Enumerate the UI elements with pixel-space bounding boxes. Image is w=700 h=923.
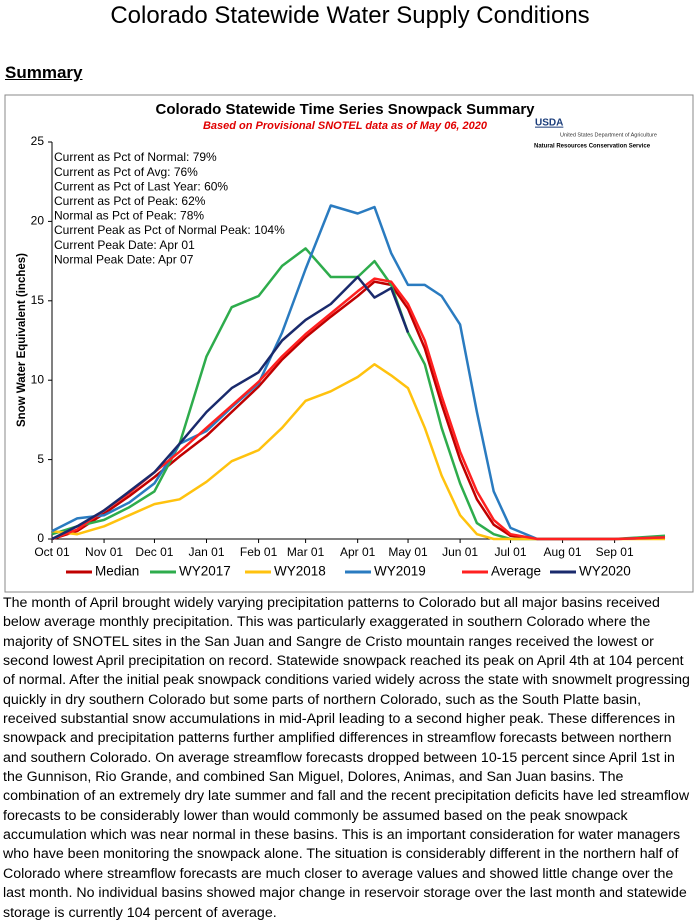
annotation: Current Peak as Pct of Normal Peak: 104% [54,223,285,237]
y-tick-label: 5 [37,452,44,466]
x-tick-label: Feb 01 [240,545,278,559]
annotation: Normal Peak Date: Apr 07 [54,252,194,266]
legend-label: Average [491,564,541,579]
y-axis-label: Snow Water Equivalent (inches) [16,253,28,427]
legend-label: WY2020 [579,564,631,579]
summary-paragraph: The month of April brought widely varyin… [3,595,690,921]
chart: Colorado Statewide Time Series Snowpack … [4,94,694,593]
section-heading: Summary [5,63,83,82]
annotation: Current as Pct of Peak: 62% [54,194,206,208]
page-title: Colorado Statewide Water Supply Conditio… [110,2,590,29]
x-tick-label: Sep 01 [596,545,634,559]
x-tick-label: Jun 01 [442,545,478,559]
chart-title: Colorado Statewide Time Series Snowpack … [155,101,535,118]
y-tick-label: 20 [31,214,45,228]
legend-label: WY2017 [179,564,231,579]
annotation: Current as Pct of Last Year: 60% [54,179,228,193]
annotation: Current as Pct of Avg: 76% [54,165,198,179]
y-tick-label: 15 [31,293,45,307]
legend-label: Median [95,564,139,579]
x-tick-label: Jul 01 [494,545,526,559]
x-tick-label: Oct 01 [34,545,70,559]
logo-service: Natural Resources Conservation Service [534,144,651,150]
x-tick-label: Dec 01 [135,545,173,559]
x-tick-label: Nov 01 [85,545,123,559]
y-tick-label: 25 [31,134,45,148]
legend-label: WY2018 [274,564,326,579]
x-tick-label: Apr 01 [340,545,376,559]
x-tick-label: May 01 [388,545,428,559]
legend-label: WY2019 [374,564,426,579]
chart-frame [4,94,694,593]
logo-mark: USDA [535,118,563,129]
series-line [51,363,665,541]
series-line [51,275,410,541]
annotation: Current as Pct of Normal: 79% [54,150,217,164]
annotation: Normal as Pct of Peak: 78% [54,209,204,223]
annotation: Current Peak Date: Apr 01 [54,238,195,252]
y-tick-label: 0 [37,531,44,545]
chart-subtitle: Based on Provisional SNOTEL data as of M… [203,120,488,132]
x-tick-label: Mar 01 [287,545,325,559]
series-line [51,204,666,541]
x-tick-label: Jan 01 [188,545,224,559]
logo-agency: United States Department of Agriculture [560,132,657,138]
x-tick-label: Aug 01 [544,545,582,559]
y-tick-label: 10 [31,372,45,386]
